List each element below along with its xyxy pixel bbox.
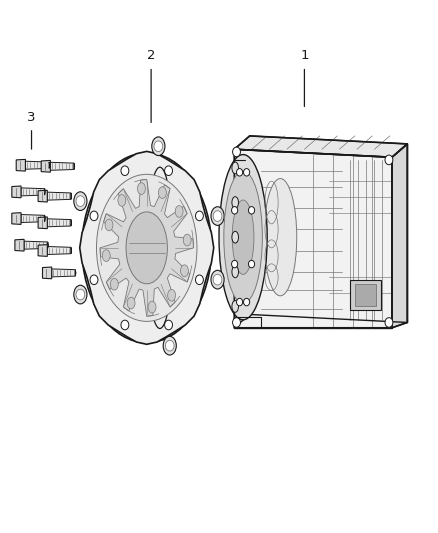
- Polygon shape: [50, 163, 74, 171]
- Ellipse shape: [74, 285, 87, 304]
- Polygon shape: [392, 144, 407, 328]
- Polygon shape: [21, 188, 45, 196]
- Ellipse shape: [148, 301, 156, 313]
- Circle shape: [237, 168, 243, 176]
- Circle shape: [244, 168, 250, 176]
- Circle shape: [90, 211, 98, 221]
- Ellipse shape: [219, 155, 267, 320]
- Circle shape: [248, 207, 254, 214]
- Ellipse shape: [183, 234, 191, 246]
- Ellipse shape: [118, 195, 126, 206]
- Polygon shape: [80, 151, 214, 344]
- Circle shape: [166, 341, 174, 351]
- Polygon shape: [25, 161, 49, 169]
- Polygon shape: [74, 163, 75, 169]
- Text: 3: 3: [27, 111, 36, 124]
- Polygon shape: [45, 189, 46, 195]
- Polygon shape: [234, 136, 407, 157]
- Ellipse shape: [82, 153, 212, 343]
- Polygon shape: [15, 239, 24, 251]
- Ellipse shape: [74, 192, 87, 211]
- Polygon shape: [75, 270, 76, 276]
- Ellipse shape: [175, 206, 183, 217]
- Polygon shape: [38, 190, 47, 202]
- Polygon shape: [12, 213, 21, 224]
- Ellipse shape: [211, 270, 224, 289]
- Polygon shape: [49, 162, 50, 168]
- Polygon shape: [234, 149, 392, 328]
- Circle shape: [233, 147, 240, 157]
- Ellipse shape: [133, 228, 160, 268]
- Circle shape: [385, 318, 393, 327]
- Ellipse shape: [232, 266, 238, 278]
- Circle shape: [232, 207, 238, 214]
- Ellipse shape: [105, 219, 113, 231]
- Circle shape: [121, 320, 129, 330]
- Polygon shape: [52, 269, 75, 277]
- Polygon shape: [126, 212, 167, 284]
- Circle shape: [385, 155, 393, 165]
- Ellipse shape: [211, 207, 224, 225]
- Circle shape: [76, 196, 85, 206]
- Ellipse shape: [232, 197, 238, 208]
- Polygon shape: [71, 193, 72, 199]
- Circle shape: [237, 298, 243, 306]
- Polygon shape: [350, 280, 381, 310]
- Circle shape: [90, 275, 98, 285]
- Text: 1: 1: [300, 50, 309, 62]
- Circle shape: [232, 260, 238, 268]
- Polygon shape: [47, 219, 71, 227]
- Polygon shape: [355, 284, 376, 306]
- Circle shape: [121, 166, 129, 175]
- Ellipse shape: [110, 278, 118, 290]
- Polygon shape: [24, 241, 48, 249]
- Ellipse shape: [232, 162, 238, 174]
- Polygon shape: [47, 246, 71, 254]
- Polygon shape: [100, 180, 194, 316]
- Polygon shape: [41, 160, 50, 172]
- Circle shape: [233, 318, 240, 327]
- Polygon shape: [38, 245, 47, 256]
- Circle shape: [154, 141, 163, 151]
- Polygon shape: [12, 186, 21, 198]
- Polygon shape: [47, 192, 71, 200]
- Ellipse shape: [232, 301, 238, 312]
- Polygon shape: [71, 220, 72, 226]
- Ellipse shape: [159, 187, 166, 198]
- Circle shape: [213, 211, 222, 221]
- Polygon shape: [38, 217, 47, 229]
- Polygon shape: [45, 215, 46, 222]
- Ellipse shape: [180, 265, 188, 277]
- Ellipse shape: [96, 174, 197, 321]
- Polygon shape: [42, 267, 52, 279]
- Circle shape: [76, 289, 85, 300]
- Circle shape: [195, 275, 203, 285]
- Ellipse shape: [152, 137, 165, 156]
- Ellipse shape: [102, 250, 110, 262]
- Ellipse shape: [127, 297, 135, 309]
- Ellipse shape: [163, 336, 177, 355]
- Ellipse shape: [138, 183, 145, 195]
- Circle shape: [195, 211, 203, 221]
- Ellipse shape: [224, 171, 262, 303]
- Ellipse shape: [232, 200, 254, 274]
- Polygon shape: [16, 159, 25, 171]
- Circle shape: [244, 298, 250, 306]
- Polygon shape: [48, 242, 49, 248]
- Ellipse shape: [168, 289, 176, 301]
- Circle shape: [165, 320, 173, 330]
- Ellipse shape: [232, 231, 238, 243]
- Text: 2: 2: [147, 50, 155, 62]
- Circle shape: [165, 166, 173, 175]
- Circle shape: [248, 260, 254, 268]
- Circle shape: [213, 274, 222, 285]
- Polygon shape: [21, 215, 45, 223]
- Ellipse shape: [264, 179, 297, 296]
- Polygon shape: [71, 247, 72, 254]
